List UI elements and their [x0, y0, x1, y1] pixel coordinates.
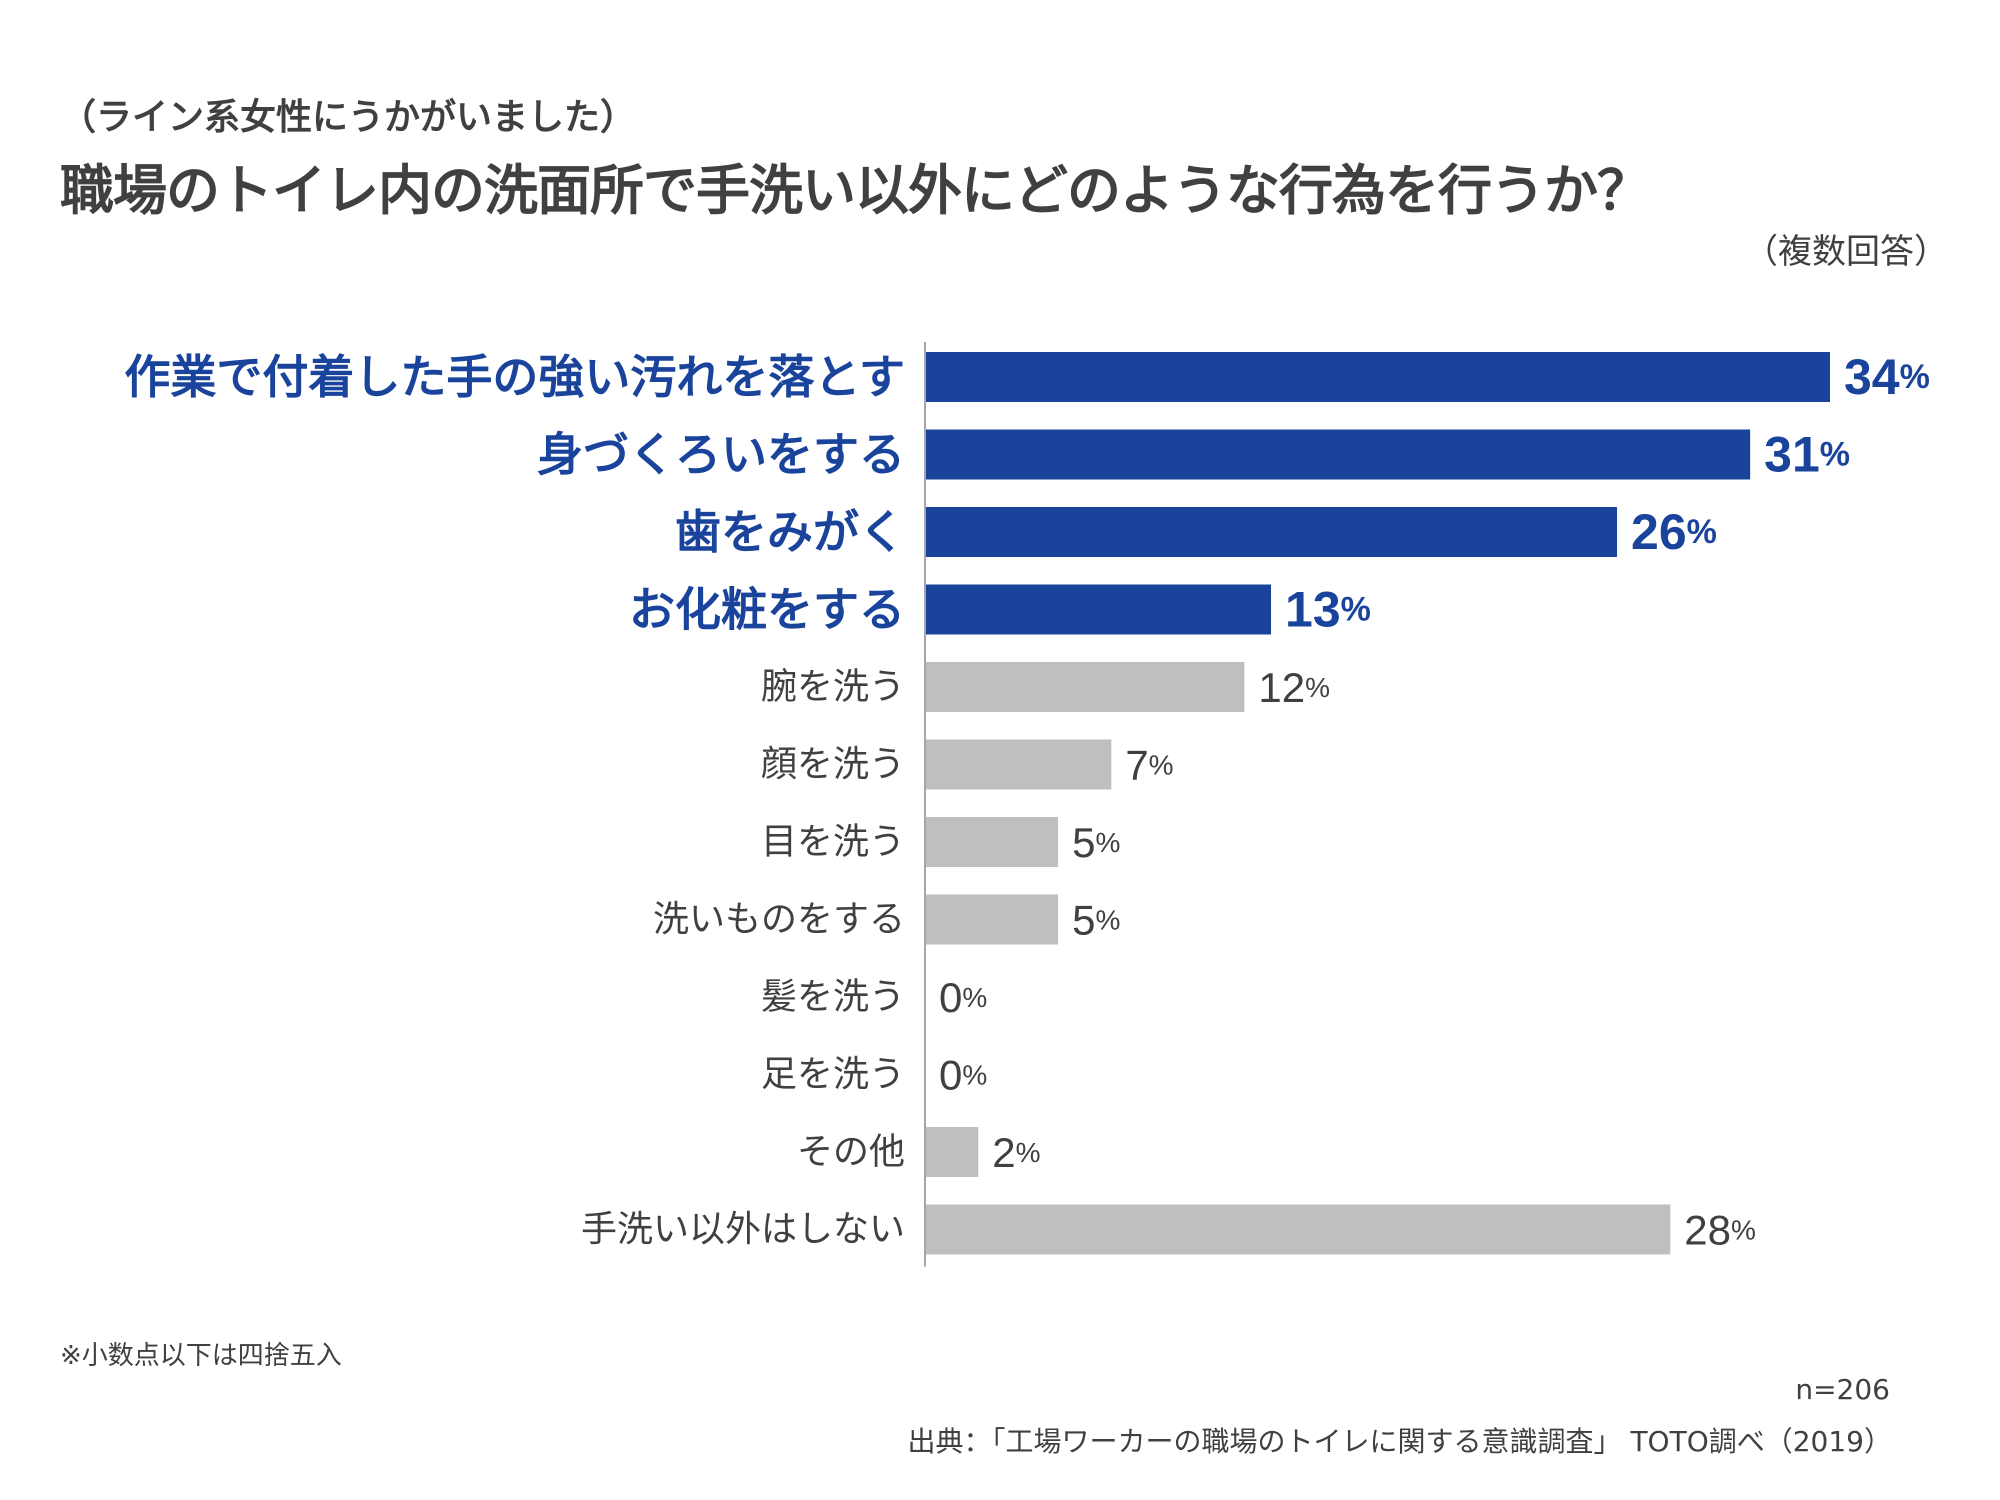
category-label: 歯をみがく — [675, 505, 905, 559]
category-label: 髪を洗う — [761, 977, 905, 1018]
value-label: 5% — [1072, 896, 1120, 943]
value-label: 0% — [939, 1051, 987, 1098]
value-label: 2% — [992, 1129, 1040, 1176]
bar — [925, 894, 1059, 945]
value-label: 34% — [1844, 349, 1930, 405]
bar — [925, 507, 1618, 557]
category-label: 目を洗う — [761, 822, 905, 863]
bar — [925, 1127, 979, 1177]
bar — [925, 1204, 1671, 1255]
category-label: 足を洗う — [761, 1054, 905, 1095]
source-note: 出典：「工場ワーカーの職場のトイレに関する意識調査」 TOTO調べ（2019） — [907, 1425, 1892, 1458]
bar — [925, 817, 1059, 867]
chart-title: 職場のトイレ内の洗面所で手洗い以外にどのような行為を行うか？ — [60, 159, 1651, 222]
value-label: 31% — [1764, 427, 1850, 483]
value-label: 13% — [1285, 582, 1371, 638]
value-label: 26% — [1631, 504, 1717, 560]
rounding-note: ※小数点以下は四捨五入 — [60, 1341, 342, 1371]
chart-subtitle: （ライン系女性にうかがいました） — [60, 97, 637, 138]
category-label: その他 — [797, 1132, 905, 1173]
category-label: 身づくろいをする — [537, 428, 905, 482]
bar — [925, 429, 1751, 480]
bar — [925, 352, 1830, 402]
category-label: 洗いものをする — [653, 899, 905, 940]
bar — [925, 739, 1112, 790]
category-label: 顔を洗う — [761, 744, 905, 785]
value-label: 28% — [1684, 1206, 1756, 1253]
category-label: 手洗い以外はしない — [581, 1209, 905, 1250]
category-label: お化粧をする — [629, 583, 905, 637]
category-label: 腕を洗う — [761, 667, 905, 708]
sample-size: n=206 — [1795, 1373, 1890, 1406]
bar — [925, 662, 1245, 712]
value-label: 5% — [1072, 819, 1120, 866]
multiple-answer-note: （複数回答） — [1744, 232, 1948, 272]
bar-chart: 作業で付着した手の強い汚れを落とす 34% 身づくろいをする 31% 歯をみがく 26% お… — [124, 342, 1930, 1267]
bar — [925, 584, 1272, 635]
category-label: 作業で付着した手の強い汚れを落とす — [124, 350, 905, 404]
value-label: 7% — [1125, 741, 1173, 788]
value-label: 0% — [939, 974, 987, 1021]
value-label: 12% — [1258, 664, 1330, 711]
